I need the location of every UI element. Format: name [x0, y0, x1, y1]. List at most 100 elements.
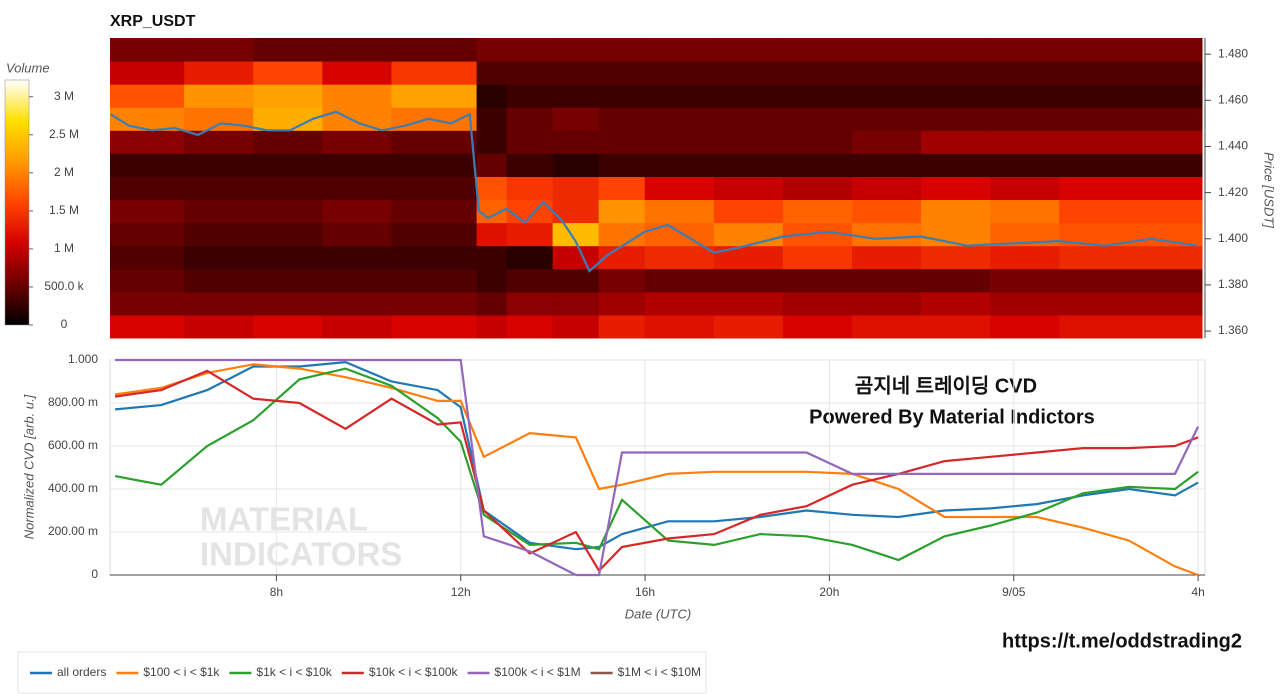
heatmap-cell: [851, 176, 922, 201]
heatmap-cell: [253, 245, 323, 270]
heatmap-cell: [184, 107, 254, 131]
y2-axis-label: Price [USDT]: [1262, 152, 1277, 228]
heatmap-cell: [552, 107, 600, 131]
heatmap-cell: [552, 176, 600, 201]
heatmap-cell: [1059, 130, 1203, 154]
heatmap-cell: [110, 84, 185, 108]
heatmap-cell: [253, 61, 323, 85]
heatmap-cell: [713, 222, 784, 247]
heatmap-cell: [552, 268, 600, 293]
heatmap-cell: [921, 107, 991, 131]
heatmap-cell: [506, 84, 554, 108]
heatmap-cell: [598, 222, 646, 247]
heatmap-cell: [851, 222, 922, 247]
heatmap-cell: [713, 199, 784, 224]
heatmap-cell: [322, 61, 392, 85]
heatmap-cell: [391, 291, 478, 316]
heatmap-cell: [782, 84, 853, 108]
heatmap-cell: [713, 268, 784, 293]
heatmap-cell: [713, 130, 784, 154]
heatmap-cell: [506, 291, 554, 316]
plot-area: [109, 359, 1206, 576]
heatmap-cell: [851, 268, 922, 293]
heatmap-cell: [476, 153, 508, 177]
heatmap-cell: [476, 130, 508, 154]
heatmap-cell: [598, 176, 646, 201]
heatmap-cell: [644, 38, 715, 62]
heatmap-cell: [184, 84, 254, 108]
heatmap-cell: [552, 222, 600, 247]
heatmap-cell: [184, 38, 254, 62]
colorbar-tick-label: 0: [61, 317, 68, 331]
heatmap-cell: [851, 130, 922, 154]
heatmap-cell: [713, 84, 784, 108]
heatmap-cell: [851, 153, 922, 177]
heatmap-cell: [598, 245, 646, 270]
heatmap-cell: [713, 291, 784, 316]
heatmap-cell: [552, 199, 600, 224]
heatmap-cell: [598, 268, 646, 293]
heatmap-cell: [184, 176, 254, 201]
heatmap-cell: [476, 268, 508, 293]
y2-tick-label: 1.420: [1218, 185, 1248, 199]
heatmap-cell: [552, 245, 600, 270]
y-tick-label: 800.00 m: [48, 395, 98, 409]
series-line: [114, 360, 1199, 551]
series-line: [114, 367, 1199, 562]
heatmap-cell: [921, 176, 991, 201]
heatmap-cell: [322, 130, 392, 154]
heatmap-cell: [391, 199, 478, 224]
heatmap-cell: [598, 38, 646, 62]
heatmap-cell: [990, 291, 1060, 316]
series-line: [114, 369, 1199, 573]
heatmap-cell: [391, 245, 478, 270]
heatmap-cell: [552, 84, 600, 108]
heatmap-cell: [1059, 291, 1203, 316]
heatmap-cell: [253, 199, 323, 224]
heatmap-cell: [921, 291, 991, 316]
x-tick-label: 20h: [819, 585, 839, 599]
heatmap-cell: [184, 61, 254, 85]
heatmap-cell: [552, 314, 600, 339]
heatmap-cell: [253, 268, 323, 293]
heatmap-cell: [644, 199, 715, 224]
heatmap-cell: [1059, 84, 1203, 108]
heatmap-cell: [644, 61, 715, 85]
heatmap-cell: [1059, 176, 1203, 201]
heatmap-cell: [506, 38, 554, 62]
heatmap-cell: [782, 61, 853, 85]
heatmap-cell: [110, 245, 185, 270]
heatmap-cell: [110, 130, 185, 154]
y-tick-label: 1.000: [68, 352, 98, 366]
heatmap-cell: [391, 84, 478, 108]
legend-label: $1M < i < $10M: [618, 665, 701, 679]
heatmap-cell: [322, 199, 392, 224]
heatmap-cell: [990, 107, 1060, 131]
heatmap-cell: [110, 176, 185, 201]
heatmap-cell: [322, 268, 392, 293]
y2-tick-label: 1.440: [1218, 139, 1248, 153]
heatmap-cell: [184, 268, 254, 293]
heatmap-cell: [1059, 153, 1203, 177]
heatmap-cell: [598, 314, 646, 339]
x-tick-label: 8h: [270, 585, 283, 599]
heatmap-cell: [184, 245, 254, 270]
heatmap-cell: [644, 107, 715, 131]
heatmap-cell: [1059, 314, 1203, 339]
heatmap-cell: [851, 314, 922, 339]
heatmap-cell: [990, 61, 1060, 85]
y-tick-label: 200.00 m: [48, 524, 98, 538]
heatmap-cell: [713, 153, 784, 177]
heatmap-cell: [253, 153, 323, 177]
watermark: INDICATORS: [200, 536, 402, 573]
colorbar-tick-label: 2.5 M: [49, 127, 79, 141]
y2-tick-label: 1.360: [1218, 323, 1248, 337]
heatmap-cell: [110, 291, 185, 316]
heatmap-cell: [253, 130, 323, 154]
heatmap-cell: [184, 153, 254, 177]
heatmap-cell: [1059, 61, 1203, 85]
heatmap-cell: [851, 291, 922, 316]
heatmap-cell: [782, 222, 853, 247]
heatmap-cell: [644, 245, 715, 270]
heatmap-cell: [782, 176, 853, 201]
